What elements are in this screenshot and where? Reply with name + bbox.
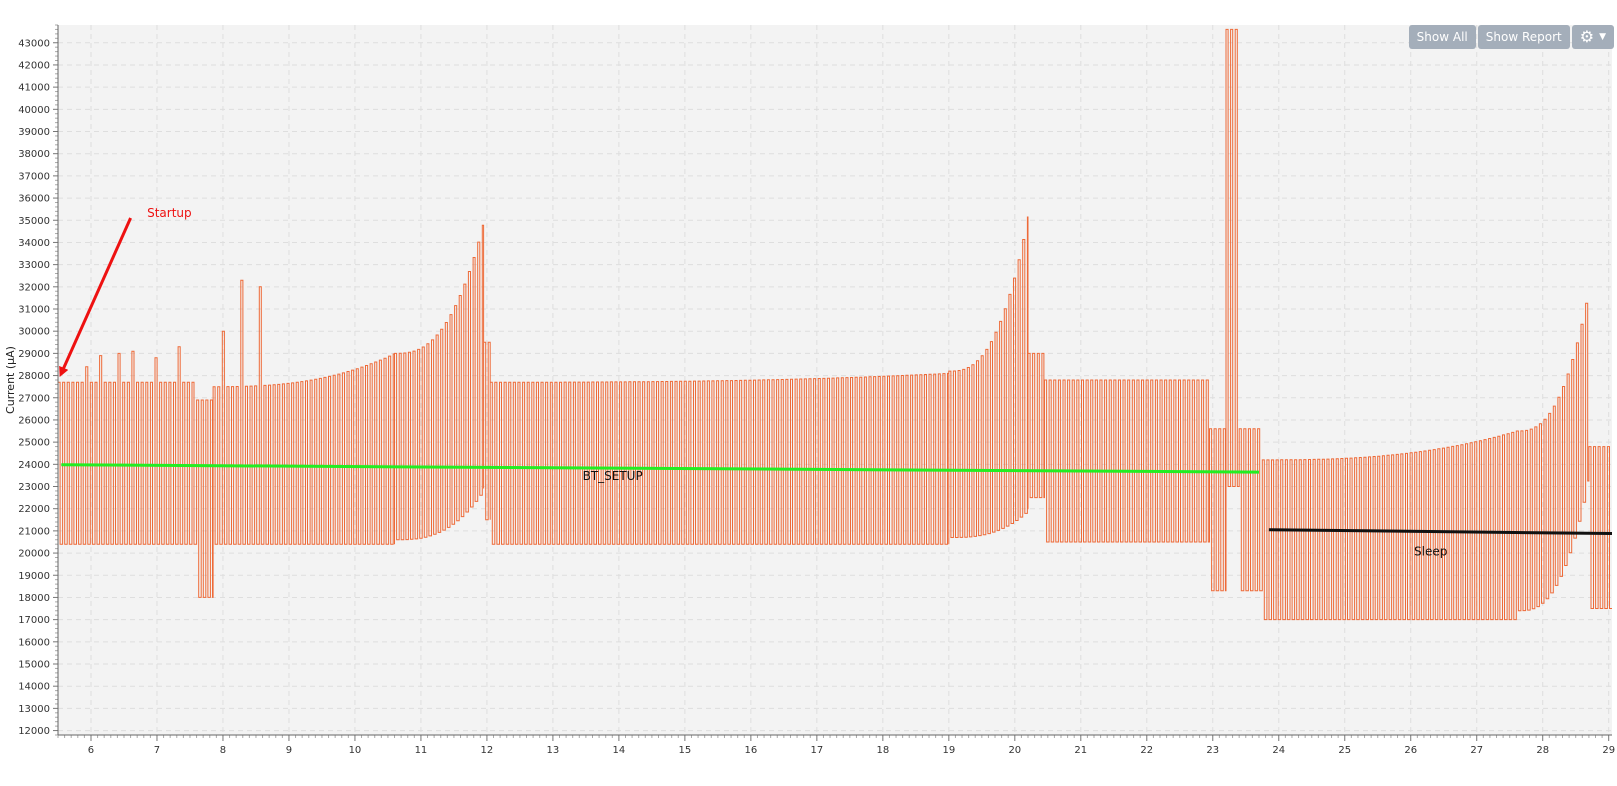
x-tick-label: 25 xyxy=(1338,745,1351,756)
annotation-label: BT_SETUP xyxy=(583,469,643,483)
x-tick-label: 21 xyxy=(1074,745,1087,756)
y-tick-label: 15000 xyxy=(18,660,50,671)
annotation-label: Sleep xyxy=(1414,544,1447,558)
x-tick-label: 27 xyxy=(1470,745,1483,756)
y-tick-label: 19000 xyxy=(18,571,50,582)
x-tick-label: 18 xyxy=(876,745,889,756)
x-tick-label: 24 xyxy=(1272,745,1285,756)
x-tick-label: 9 xyxy=(286,745,292,756)
y-tick-label: 26000 xyxy=(18,415,50,426)
x-tick-label: 13 xyxy=(547,745,560,756)
annotation-line-1 xyxy=(61,463,1259,474)
y-tick-label: 17000 xyxy=(18,615,50,626)
y-tick-label: 42000 xyxy=(18,60,50,71)
annotation-label: Startup xyxy=(147,206,192,220)
y-tick-label: 40000 xyxy=(18,105,50,116)
x-tick-label: 15 xyxy=(679,745,692,756)
x-tick-label: 22 xyxy=(1140,745,1153,756)
x-tick-label: 14 xyxy=(613,745,626,756)
y-axis-label: Current (µA) xyxy=(4,346,17,414)
y-tick-label: 16000 xyxy=(18,637,50,648)
x-tick-label: 20 xyxy=(1008,745,1021,756)
caret-down-icon: ▼ xyxy=(1599,32,1606,42)
show-all-button[interactable]: Show All xyxy=(1408,25,1476,49)
annotations: Startup BT_SETUP Sleep xyxy=(59,206,1613,558)
annotation-line-2 xyxy=(1268,528,1613,536)
current-signal xyxy=(57,28,1612,621)
y-tick-label: 39000 xyxy=(18,127,50,138)
y-tick-label: 36000 xyxy=(18,194,50,205)
y-tick-label: 29000 xyxy=(18,349,50,360)
x-tick-label: 12 xyxy=(481,745,494,756)
x-tick-label: 23 xyxy=(1206,745,1219,756)
x-tick-label: 11 xyxy=(415,745,428,756)
y-tick-label: 27000 xyxy=(18,393,50,404)
x-tick-label: 26 xyxy=(1404,745,1417,756)
x-tick-label: 17 xyxy=(810,745,823,756)
y-tick-label: 43000 xyxy=(18,38,50,49)
y-tick-label: 38000 xyxy=(18,149,50,160)
y-tick-label: 12000 xyxy=(18,726,50,737)
current-series-line xyxy=(57,28,1612,621)
y-tick-label: 28000 xyxy=(18,371,50,382)
y-tick-label: 30000 xyxy=(18,327,50,338)
y-tick-label: 35000 xyxy=(18,216,50,227)
x-tick-label: 6 xyxy=(88,745,94,756)
y-tick-label: 18000 xyxy=(18,593,50,604)
y-tick-label: 33000 xyxy=(18,260,50,271)
y-tick-label: 22000 xyxy=(18,504,50,515)
y-tick-label: 41000 xyxy=(18,83,50,94)
toolbar: Show All Show Report ⚙ ▼ xyxy=(1408,25,1614,49)
show-report-button[interactable]: Show Report xyxy=(1477,25,1570,49)
x-tick-label: 29 xyxy=(1602,745,1615,756)
y-tick-label: 20000 xyxy=(18,549,50,560)
gear-icon: ⚙ xyxy=(1579,27,1595,46)
settings-dropdown-button[interactable]: ⚙ ▼ xyxy=(1571,25,1614,49)
x-tick-label: 19 xyxy=(942,745,955,756)
x-tick-label: 10 xyxy=(349,745,362,756)
x-tick-label: 8 xyxy=(220,745,226,756)
y-tick-label: 21000 xyxy=(18,526,50,537)
y-tick-label: 13000 xyxy=(18,704,50,715)
y-tick-label: 31000 xyxy=(18,305,50,316)
y-tick-label: 34000 xyxy=(18,238,50,249)
y-tick-label: 24000 xyxy=(18,460,50,471)
x-tick-label: 16 xyxy=(744,745,757,756)
y-tick-label: 32000 xyxy=(18,282,50,293)
y-tick-label: 23000 xyxy=(18,482,50,493)
x-tick-label: 7 xyxy=(154,745,160,756)
y-tick-label: 37000 xyxy=(18,171,50,182)
axes: 12000 13000 14000 15000 16000 17000 18000 19000… xyxy=(18,24,1615,756)
y-tick-label: 25000 xyxy=(18,438,50,449)
startup-arrow xyxy=(59,217,132,377)
y-tick-label: 14000 xyxy=(18,682,50,693)
x-tick-label: 28 xyxy=(1536,745,1549,756)
